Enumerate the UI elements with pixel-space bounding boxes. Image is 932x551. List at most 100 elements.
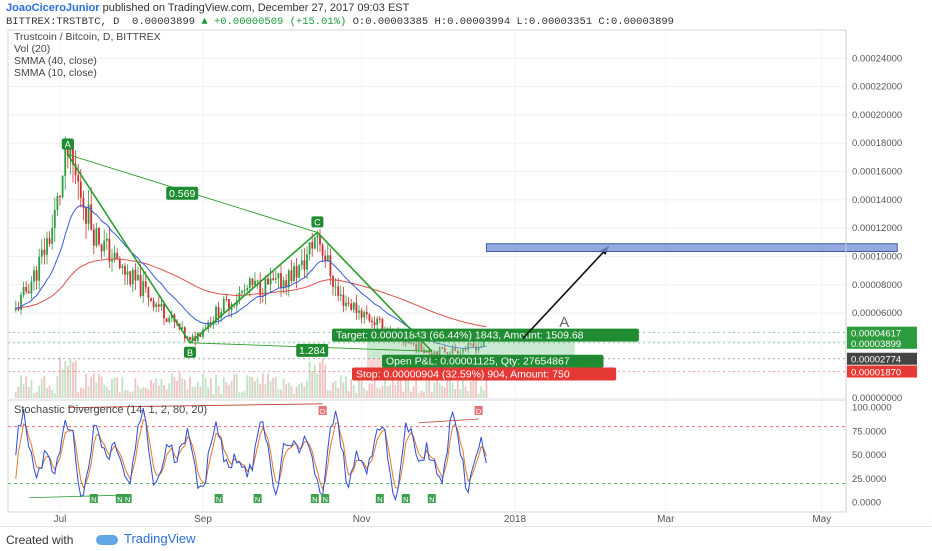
- candle-body: [306, 254, 308, 270]
- candle-body: [64, 147, 67, 177]
- time-tick-label: May: [812, 514, 831, 525]
- volume-bar: [95, 382, 98, 398]
- candle-body: [373, 322, 376, 325]
- volume-bar: [215, 374, 217, 398]
- candle-body: [371, 320, 373, 323]
- volume-bar: [410, 391, 412, 398]
- target-label: Target: 0.00001843 (66.44%) 1843, Amount…: [336, 330, 584, 342]
- candle-body: [358, 310, 360, 313]
- cloud-icon: [96, 534, 118, 545]
- tradingview-logo[interactable]: TradingView: [96, 531, 196, 546]
- volume-bar: [134, 378, 137, 398]
- candle-body: [316, 235, 319, 238]
- volume-bar: [105, 386, 108, 398]
- candle-body: [355, 302, 358, 313]
- volume-bar: [467, 391, 470, 398]
- candle-body: [33, 270, 35, 282]
- candle-body: [404, 340, 407, 343]
- stoch-tick-label: 75.0000: [852, 426, 886, 437]
- candle-body: [259, 280, 262, 296]
- candle-body: [53, 209, 56, 228]
- target-label-box: [332, 328, 639, 342]
- volume-bar: [376, 387, 379, 398]
- volume-bar: [256, 378, 259, 398]
- price-tick-label: 0.00016000: [852, 167, 902, 178]
- candle-body: [56, 196, 59, 210]
- price-tick-label: 0.00008000: [852, 280, 902, 291]
- price-marker-label: 0.00003899: [851, 339, 901, 350]
- candle-body: [191, 336, 194, 341]
- candle-body: [438, 347, 441, 356]
- price-tick-label: 0.00018000: [852, 138, 902, 149]
- volume-bar: [446, 372, 449, 398]
- volume-bar: [389, 384, 392, 398]
- volume-bar: [324, 365, 327, 398]
- volume-bar: [363, 388, 366, 398]
- projection-arrow: [522, 246, 610, 340]
- volume-bar: [183, 379, 186, 398]
- legend: Trustcoin / Bitcoin, D, BITTREX Vol (20)…: [14, 31, 207, 416]
- candle-body: [381, 318, 384, 333]
- signal-d-box: [318, 406, 327, 415]
- volume-bar: [454, 389, 457, 398]
- volume-bar: [482, 390, 485, 398]
- volume-bar: [449, 375, 451, 398]
- price-tick-label: 0.00014000: [852, 195, 902, 206]
- time-tick-label: Nov: [353, 514, 371, 525]
- candle-body: [217, 307, 220, 318]
- candle-body: [324, 255, 327, 261]
- candle-body: [363, 312, 366, 318]
- candle-body: [165, 318, 168, 322]
- volume-bar: [443, 387, 446, 398]
- candle-body: [443, 347, 446, 353]
- candle-body: [59, 196, 61, 198]
- volume-bar: [20, 375, 22, 398]
- volume-bar: [116, 377, 119, 398]
- volume-bar: [150, 379, 152, 398]
- target-zone-box: [485, 243, 898, 253]
- volume-bar: [433, 382, 436, 398]
- candle-body: [103, 240, 106, 252]
- volume-bar: [90, 377, 93, 398]
- stoch-tick-label: 50.0000: [852, 450, 886, 461]
- candle-body: [352, 302, 355, 310]
- volume-bar: [228, 384, 230, 398]
- volume-bar: [144, 387, 147, 398]
- up-arrow-icon: ▲: [201, 16, 208, 28]
- candle-body: [274, 278, 277, 280]
- stoch-tick-label: 0.0000: [852, 498, 881, 509]
- abcd-pattern[interactable]: A B C 0.569 1.284 A: [61, 138, 898, 358]
- signal-n-box: [375, 494, 384, 503]
- volume-bar: [196, 381, 199, 398]
- volume-bar: [360, 377, 363, 398]
- candle-body: [285, 280, 288, 288]
- volume-bar: [82, 388, 85, 398]
- volume-bar: [27, 387, 30, 398]
- candle-body: [360, 310, 363, 318]
- volume-bar: [464, 386, 467, 398]
- divergence-line: [28, 494, 128, 499]
- volume-bar: [397, 379, 399, 398]
- candle-body: [290, 270, 293, 282]
- created-with-text: Created with: [6, 533, 74, 547]
- volume-bar: [43, 376, 46, 398]
- volume-bar: [350, 379, 353, 398]
- time-tick-label: 2018: [504, 514, 527, 525]
- volume-bar: [371, 384, 373, 398]
- volume-bar: [147, 389, 150, 398]
- volume-bar: [92, 373, 95, 398]
- volume-bar: [72, 362, 74, 398]
- candle-body: [350, 303, 353, 310]
- candle-body: [126, 271, 129, 275]
- candle-body: [319, 235, 321, 245]
- candle-body: [124, 266, 126, 275]
- candle-body: [170, 314, 173, 318]
- legend-vol: Vol (20): [14, 43, 50, 55]
- volume-bar: [202, 373, 204, 398]
- stochastic-pane: N N N N N N N N N ND D: [8, 403, 846, 504]
- candle-body: [139, 274, 142, 297]
- author-link[interactable]: JoaoCiceroJunior: [6, 2, 100, 14]
- volume-bar: [415, 375, 418, 398]
- signal-n-label: N: [216, 495, 221, 504]
- candle-body: [248, 278, 251, 289]
